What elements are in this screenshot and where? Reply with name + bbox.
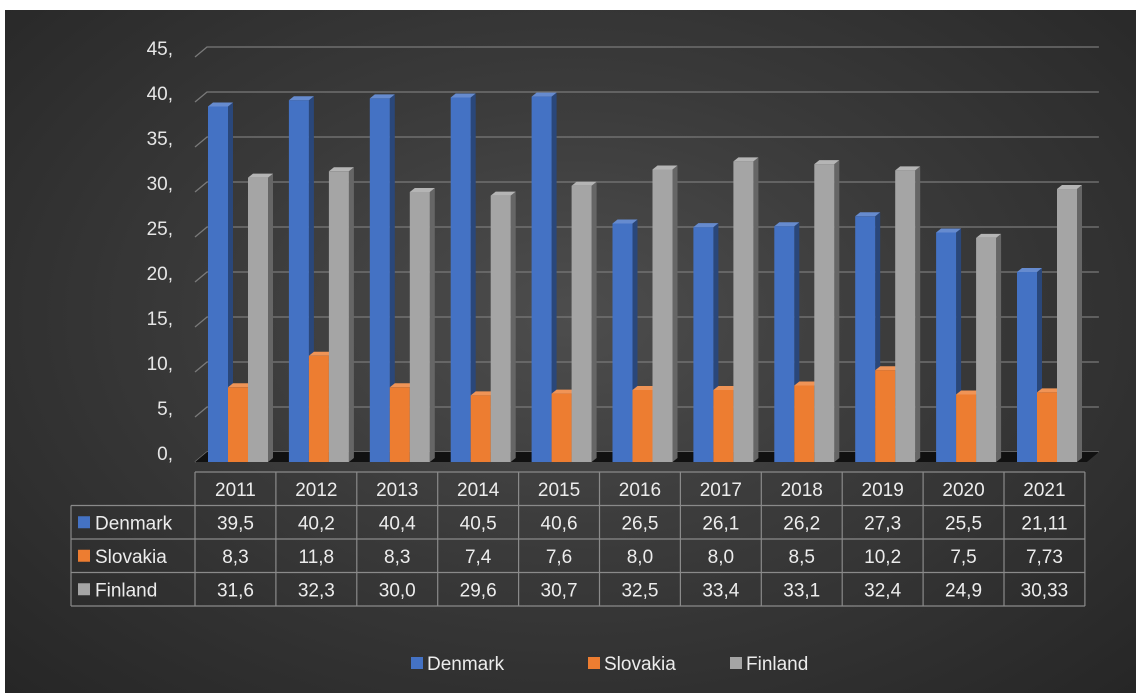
bar-finland-2011 bbox=[248, 173, 273, 462]
x-category-label: 2015 bbox=[538, 480, 580, 501]
y-tick-label: 45, bbox=[147, 39, 173, 60]
data-label: 7,5 bbox=[950, 547, 976, 568]
table-series-name: Slovakia bbox=[95, 547, 167, 568]
data-label: 21,11 bbox=[1021, 513, 1067, 534]
y-tick-label: 30, bbox=[147, 174, 173, 195]
data-label: 8,3 bbox=[222, 547, 248, 568]
legend-entry: Finland bbox=[746, 654, 808, 675]
data-label: 26,1 bbox=[702, 513, 739, 534]
gridline bbox=[194, 46, 1099, 58]
data-label: 39,5 bbox=[217, 513, 254, 534]
x-category-label: 2017 bbox=[700, 480, 742, 501]
data-label: 33,4 bbox=[702, 580, 739, 601]
gridline bbox=[194, 181, 1099, 193]
x-category-label: 2020 bbox=[942, 480, 984, 501]
data-label: 26,2 bbox=[783, 513, 820, 534]
table-legend-key bbox=[78, 516, 90, 529]
data-label: 31,6 bbox=[217, 580, 254, 601]
x-category-label: 2011 bbox=[215, 480, 256, 501]
table-series-name: Finland bbox=[95, 580, 157, 601]
y-tick-label: 0, bbox=[157, 444, 173, 465]
y-tick-label: 5, bbox=[157, 399, 173, 420]
gridline bbox=[194, 226, 1099, 238]
bar-denmark-2013 bbox=[369, 94, 395, 463]
gridline bbox=[194, 91, 1099, 103]
bar-denmark-2011 bbox=[208, 102, 233, 462]
data-label: 10,2 bbox=[864, 547, 901, 568]
x-category-label: 2016 bbox=[619, 480, 661, 501]
x-category-label: 2018 bbox=[781, 480, 823, 501]
y-tick-label: 20, bbox=[147, 264, 173, 285]
data-label: 40,4 bbox=[379, 513, 416, 534]
y-tick-label: 25, bbox=[147, 219, 173, 240]
data-label: 8,0 bbox=[708, 547, 734, 568]
x-category-label: 2019 bbox=[862, 480, 904, 501]
data-label: 7,4 bbox=[465, 547, 492, 568]
data-label: 8,5 bbox=[789, 547, 815, 568]
data-label: 30,33 bbox=[1021, 580, 1069, 601]
data-label: 32,3 bbox=[298, 580, 335, 601]
data-label: 11,8 bbox=[299, 547, 335, 568]
y-tick-label: 40, bbox=[147, 84, 173, 105]
bar-chart-3d: 0, 5, 10, 15, 20, 25, 30, 35, 40, 45, 2011 2012 2013… bbox=[70, 39, 1099, 675]
legend-entry: Denmark bbox=[427, 654, 505, 675]
data-label: 24,9 bbox=[945, 580, 982, 601]
data-label: 8,0 bbox=[627, 547, 653, 568]
bar-finland-2021 bbox=[1057, 185, 1082, 462]
data-label: 30,7 bbox=[541, 580, 578, 601]
gridline bbox=[194, 316, 1099, 328]
y-tick-label: 15, bbox=[147, 309, 173, 330]
legend-entry: Slovakia bbox=[604, 654, 676, 675]
data-label: 8,3 bbox=[384, 547, 410, 568]
legend-key bbox=[411, 657, 423, 669]
bar-finland-2017 bbox=[733, 157, 759, 462]
legend-key bbox=[588, 657, 600, 669]
bar-denmark-2014 bbox=[450, 93, 476, 462]
gridline bbox=[194, 361, 1099, 373]
data-label: 29,6 bbox=[460, 580, 497, 601]
data-label: 40,5 bbox=[460, 513, 497, 534]
data-label: 7,73 bbox=[1026, 547, 1063, 568]
bar-finland-2016 bbox=[652, 165, 678, 462]
bar-finland-2015 bbox=[571, 181, 597, 462]
x-category-label: 2021 bbox=[1023, 480, 1065, 501]
bar-finland-2014 bbox=[490, 191, 516, 462]
bar-finland-2019 bbox=[895, 166, 921, 462]
table-legend-key bbox=[78, 549, 90, 562]
data-label: 33,1 bbox=[783, 580, 820, 601]
bar-denmark-2015 bbox=[531, 92, 557, 462]
data-label: 40,2 bbox=[298, 513, 335, 534]
x-category-label: 2012 bbox=[295, 480, 337, 501]
data-label: 25,5 bbox=[945, 513, 982, 534]
data-label: 40,6 bbox=[541, 513, 578, 534]
bar-finland-2020 bbox=[976, 233, 1002, 462]
gridline bbox=[194, 271, 1099, 283]
data-label: 26,5 bbox=[621, 513, 658, 534]
data-label: 32,4 bbox=[864, 580, 901, 601]
y-tick-label: 10, bbox=[147, 354, 173, 375]
legend-key bbox=[730, 657, 742, 669]
x-category-label: 2014 bbox=[457, 480, 500, 501]
bar-finland-2013 bbox=[409, 188, 435, 462]
gridline bbox=[194, 136, 1099, 148]
data-label: 7,6 bbox=[546, 547, 572, 568]
data-label: 27,3 bbox=[864, 513, 901, 534]
data-label: 32,5 bbox=[621, 580, 658, 601]
y-tick-label: 35, bbox=[147, 129, 173, 150]
chart-area: 0, 5, 10, 15, 20, 25, 30, 35, 40, 45, 2011 2012 2013… bbox=[5, 10, 1136, 693]
table-series-name: Denmark bbox=[95, 513, 173, 534]
table-legend-key bbox=[78, 583, 90, 596]
bar-finland-2018 bbox=[814, 160, 840, 462]
x-category-label: 2013 bbox=[376, 480, 418, 501]
data-label: 30,0 bbox=[379, 580, 416, 601]
bar-finland-2012 bbox=[328, 167, 354, 463]
